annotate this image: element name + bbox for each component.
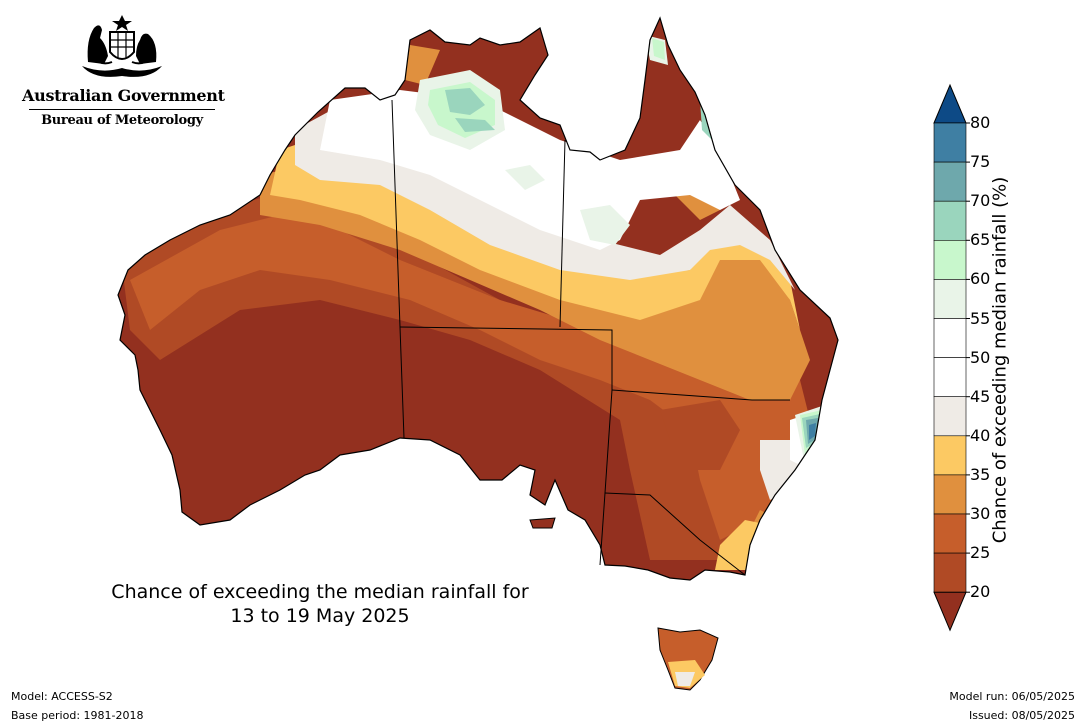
- colorbar-bin: [933, 200, 967, 241]
- colorbar-tick-label: 65: [970, 230, 991, 250]
- coat-of-arms-icon: [82, 15, 162, 77]
- map-title-line2: 13 to 19 May 2025: [230, 605, 410, 627]
- colorbar-bin: [933, 357, 967, 398]
- colorbar-tick-label: 40: [970, 425, 991, 445]
- colorbar-tick-label: 30: [970, 504, 991, 523]
- state-borders: [391, 99, 790, 576]
- bureau-name: Bureau of Meteorology: [41, 113, 203, 128]
- colorbar-bin: [933, 474, 967, 515]
- colorbar-bin: [933, 279, 967, 319]
- colorbar-tick-label: 25: [970, 543, 991, 563]
- colorbar-tick-label: 75: [970, 152, 991, 172]
- colorbar-tick-label: 80: [970, 113, 991, 132]
- issued-date: Issued: 08/05/2025: [968, 709, 1075, 722]
- colorbar-bin: [933, 318, 967, 358]
- colorbar-bin: [933, 435, 967, 476]
- colorbar-bin: [933, 513, 967, 554]
- bom-logo: Australian Government Bureau of Meteorol…: [22, 10, 225, 140]
- model-name: Model: ACCESS-S2: [11, 690, 113, 703]
- colorbar: [933, 83, 970, 632]
- colorbar-tick-label: 45: [970, 386, 991, 406]
- footer-right: Model run: 06/05/2025 Issued: 08/05/2025: [949, 687, 1075, 725]
- model-run-date: Model run: 06/05/2025: [949, 690, 1075, 703]
- colorbar-tick-label: 60: [970, 269, 991, 289]
- colorbar-bin-bottom: [933, 591, 967, 632]
- colorbar-title-text: Chance of exceeding median rainfall (%): [989, 176, 1011, 544]
- colorbar-tick-label: 55: [970, 308, 991, 328]
- colorbar-bin: [933, 552, 967, 593]
- colorbar-tick-label: 35: [970, 464, 991, 484]
- colorbar-bin: [933, 122, 967, 163]
- map-title-line1: Chance of exceeding the median rainfall …: [111, 581, 529, 603]
- base-period: Base period: 1981-2018: [11, 709, 144, 722]
- footer-left: Model: ACCESS-S2 Base period: 1981-2018: [11, 687, 143, 725]
- map-title: Chance of exceeding the median rainfall …: [60, 580, 580, 628]
- colorbar-bin: [933, 240, 967, 280]
- rainfall-outlook-map: [117, 17, 839, 691]
- colorbar-tick-label: 50: [970, 347, 991, 367]
- colorbar-bin: [933, 161, 967, 202]
- government-name: Australian Government: [22, 86, 225, 105]
- colorbar-tick-label: 20: [970, 582, 991, 602]
- colorbar-bin-top: [933, 83, 967, 124]
- colorbar-tick-label: 70: [970, 191, 991, 211]
- logo-divider: [29, 109, 215, 110]
- colorbar-bin: [933, 396, 967, 437]
